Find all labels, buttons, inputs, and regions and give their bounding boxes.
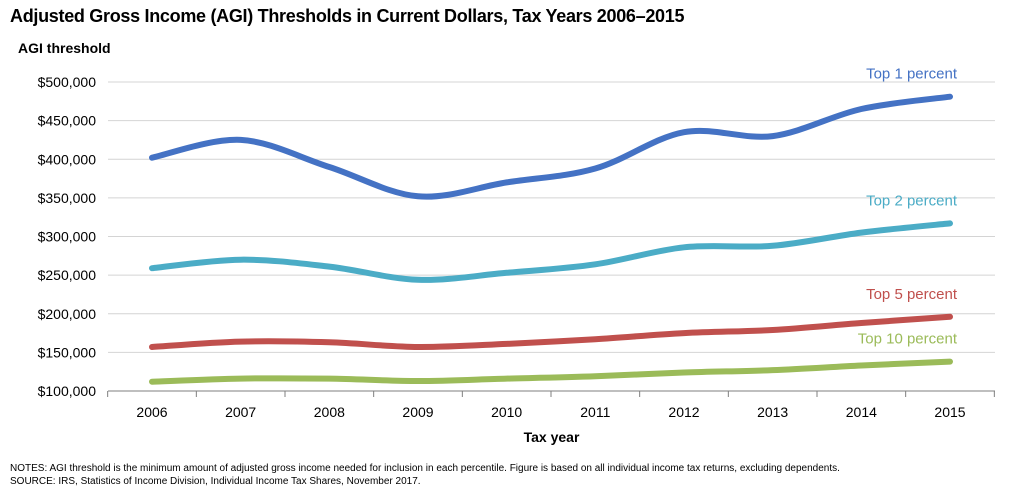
x-tick-label: 2012 [668, 404, 699, 420]
series-line-2 [149, 220, 953, 283]
x-tick-label: 2010 [491, 404, 522, 420]
series-line-1 [149, 93, 953, 200]
x-tick-label: 2009 [402, 404, 433, 420]
source-text: SOURCE: IRS, Statistics of Income Divisi… [10, 476, 421, 487]
x-tick-label: 2006 [136, 404, 167, 420]
y-tick-label: $300,000 [38, 229, 97, 245]
x-tick-label: 2013 [757, 404, 788, 420]
x-tick-label: 2007 [225, 404, 256, 420]
series-line-3 [149, 313, 953, 351]
x-tick-label: 2008 [314, 404, 345, 420]
notes-text: NOTES: AGI threshold is the minimum amou… [10, 463, 840, 474]
y-tick-label: $100,000 [38, 383, 97, 399]
x-tick-label: 2015 [934, 404, 965, 420]
y-tick-label: $350,000 [38, 190, 97, 206]
y-tick-label: $200,000 [38, 306, 97, 322]
line-chart: $100,000 $150,000 $200,000 $250,000 $300,000… [38, 66, 995, 445]
series-label: Top 2 percent [866, 192, 958, 209]
series-label: Top 10 percent [858, 331, 958, 348]
y-tick-label: $250,000 [38, 267, 97, 283]
y-tick-label: $500,000 [38, 74, 97, 90]
series-label: Top 1 percent [866, 66, 958, 83]
y-axis-label: AGI threshold [18, 40, 111, 56]
x-tick-label: 2014 [846, 404, 877, 420]
y-tick-label: $450,000 [38, 113, 97, 129]
series-label: Top 5 percent [866, 286, 958, 303]
y-tick-label: $150,000 [38, 344, 97, 360]
series-line-4 [149, 358, 953, 385]
chart-title: Adjusted Gross Income (AGI) Thresholds i… [10, 6, 685, 26]
chart-notes: NOTES: AGI threshold is the minimum amou… [10, 462, 840, 488]
x-axis-label: Tax year [524, 429, 580, 445]
y-tick-label: $400,000 [38, 151, 97, 167]
x-tick-label: 2011 [580, 404, 610, 420]
